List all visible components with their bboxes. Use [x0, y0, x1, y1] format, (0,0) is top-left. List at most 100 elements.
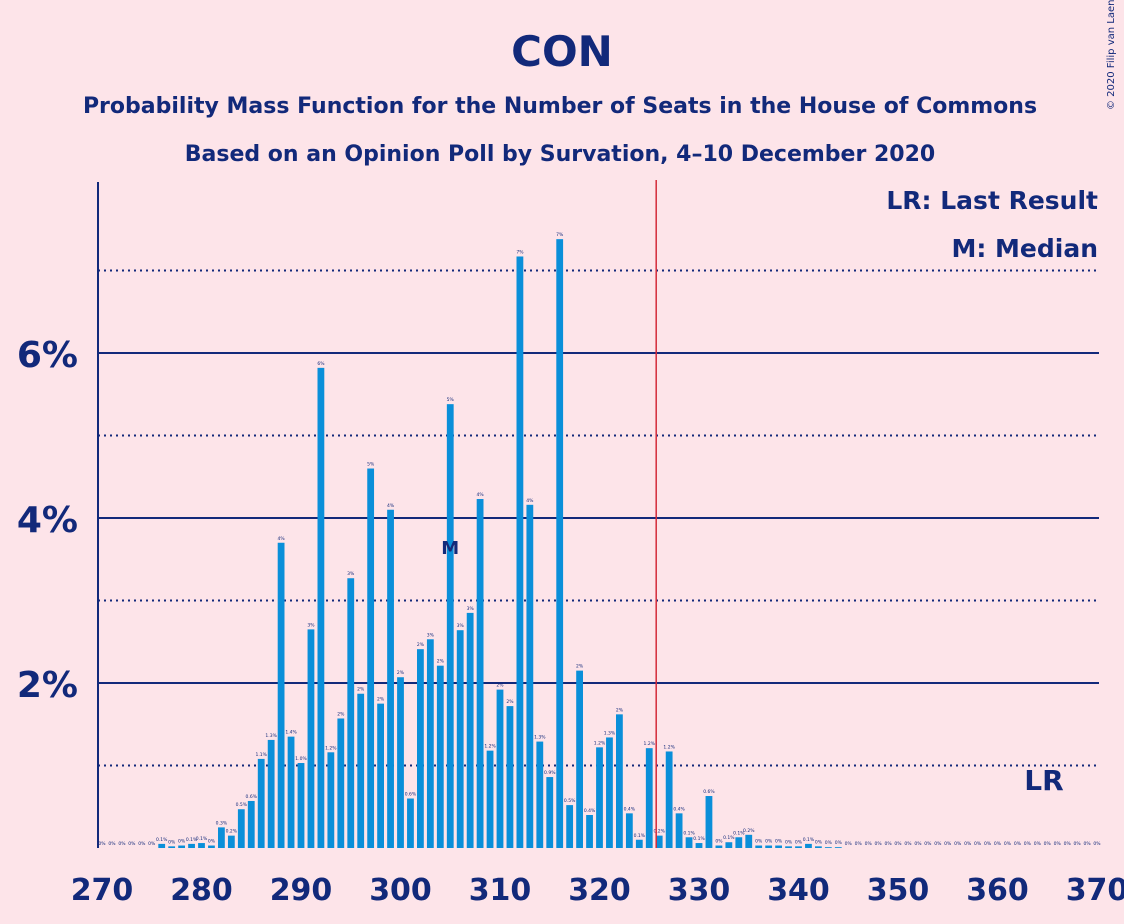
bar-data-label: 0% — [1083, 841, 1091, 847]
bar-data-label: 0% — [815, 839, 823, 845]
data-labels-layer: 0% 0% 0% 0% 0% 0%0.1% 0% 0% 0.1%0.1% 0%0.3%0.2%0.… — [98, 232, 1101, 847]
x-tick-label: 350 — [867, 873, 930, 908]
bar-data-label: 0% — [765, 839, 773, 845]
bar-data-label: 0% — [914, 841, 922, 847]
bar-data-label: 2% — [337, 711, 345, 717]
bar-data-label: 0.9% — [544, 770, 556, 776]
bar — [317, 367, 325, 848]
bar-data-label: 0.2% — [226, 829, 238, 835]
x-tick-label: 360 — [966, 873, 1029, 908]
bar-data-label: 0.4% — [584, 808, 596, 814]
bar — [387, 509, 394, 848]
bar-data-label: 0% — [1034, 841, 1042, 847]
bar-data-label: 2% — [506, 699, 514, 705]
x-tick-label: 340 — [767, 873, 830, 908]
bar — [805, 843, 812, 849]
chart-subtitle-2: Based on an Opinion Poll by Survation, 4… — [185, 142, 935, 167]
gridlines — [98, 269, 1099, 767]
bar-data-label: 4% — [278, 536, 286, 542]
copyright-credit: © 2020 Filip van Laenen — [1106, 0, 1117, 110]
x-tick-label: 370 — [1066, 873, 1124, 908]
bar-data-label: 0.3% — [216, 820, 228, 826]
bar — [665, 751, 673, 848]
bar-data-label: 0% — [98, 841, 106, 847]
bar-data-label: 0% — [715, 839, 723, 845]
bar-data-label: 2% — [377, 697, 385, 703]
x-tick-label: 270 — [71, 873, 134, 908]
bar-data-label: 0.1% — [723, 835, 735, 841]
bar — [526, 504, 534, 848]
bar-data-label: 0% — [1093, 841, 1101, 847]
x-tick-label: 290 — [270, 873, 333, 908]
bar — [456, 630, 464, 848]
bar-data-label: 0% — [755, 839, 763, 845]
y-tick-labels: 2% 4% 6% — [17, 335, 78, 706]
bar-data-label: 0% — [994, 841, 1002, 847]
bar-data-label: 0% — [845, 841, 853, 847]
last-result-label: LR — [1024, 764, 1063, 797]
bar — [556, 239, 564, 848]
bar-data-label: 3% — [457, 623, 465, 629]
bar — [695, 843, 703, 848]
bar — [158, 843, 166, 849]
y-tick-label: 2% — [17, 665, 78, 706]
bar-data-label: 0.1% — [186, 837, 198, 843]
bar — [257, 758, 265, 848]
bar-data-label: 0% — [974, 841, 982, 847]
bar — [237, 809, 245, 848]
bar-data-label: 0% — [785, 839, 793, 845]
bar — [645, 748, 653, 848]
bar-data-label: 0% — [865, 841, 873, 847]
bar — [377, 703, 384, 849]
bar — [496, 689, 504, 848]
bar-data-label: 3% — [467, 606, 475, 612]
chart-subtitle-1: Probability Mass Function for the Number… — [83, 94, 1037, 119]
bar-data-label: 3% — [347, 571, 355, 577]
bar — [705, 796, 713, 848]
bar-data-label: 0% — [1064, 841, 1072, 847]
bar — [327, 752, 335, 848]
median-marker: M — [441, 538, 459, 559]
bar-data-label: 0.4% — [673, 806, 685, 812]
bar-data-label: 1.2% — [325, 745, 337, 751]
bar — [367, 468, 375, 848]
bar-data-label: 3% — [427, 632, 435, 638]
bar — [735, 837, 743, 848]
bar-data-label: 3% — [307, 622, 315, 628]
bar — [775, 845, 782, 848]
bar-data-label: 0% — [1014, 841, 1022, 847]
bar — [347, 578, 355, 848]
bar-data-label: 0.1% — [196, 836, 208, 842]
bar-data-label: 0% — [924, 841, 932, 847]
bar-data-label: 1.3% — [265, 733, 277, 739]
bar — [307, 629, 315, 849]
bar-data-label: 0% — [128, 841, 136, 847]
bar-data-label: 0.4% — [624, 806, 636, 812]
bar — [198, 843, 205, 848]
bar — [446, 404, 454, 848]
bar — [287, 736, 295, 849]
bar — [606, 737, 613, 848]
bar-data-label: 0% — [208, 839, 216, 845]
bar-data-label: 0.1% — [156, 837, 168, 843]
bar — [297, 763, 305, 848]
bar-data-label: 0% — [964, 841, 972, 847]
bar — [168, 846, 176, 848]
x-tick-label: 280 — [170, 873, 233, 908]
bar — [566, 805, 574, 848]
bar — [208, 845, 215, 848]
bar-data-label: 0.5% — [564, 798, 576, 804]
bar-data-label: 0% — [118, 841, 126, 847]
bar-data-label: 0% — [904, 841, 912, 847]
bar-data-label: 0% — [138, 841, 146, 847]
legend-last-result: LR: Last Result — [886, 186, 1098, 215]
y-tick-label: 4% — [17, 500, 78, 541]
bar-data-label: 2% — [496, 683, 504, 689]
bar — [486, 750, 494, 848]
bar — [227, 835, 235, 849]
bar-data-label: 0% — [148, 841, 156, 847]
chart-title: CON — [511, 27, 613, 76]
bar — [426, 639, 434, 848]
bar-data-label: 0% — [954, 841, 962, 847]
bar-data-label: 1.0% — [295, 756, 307, 762]
